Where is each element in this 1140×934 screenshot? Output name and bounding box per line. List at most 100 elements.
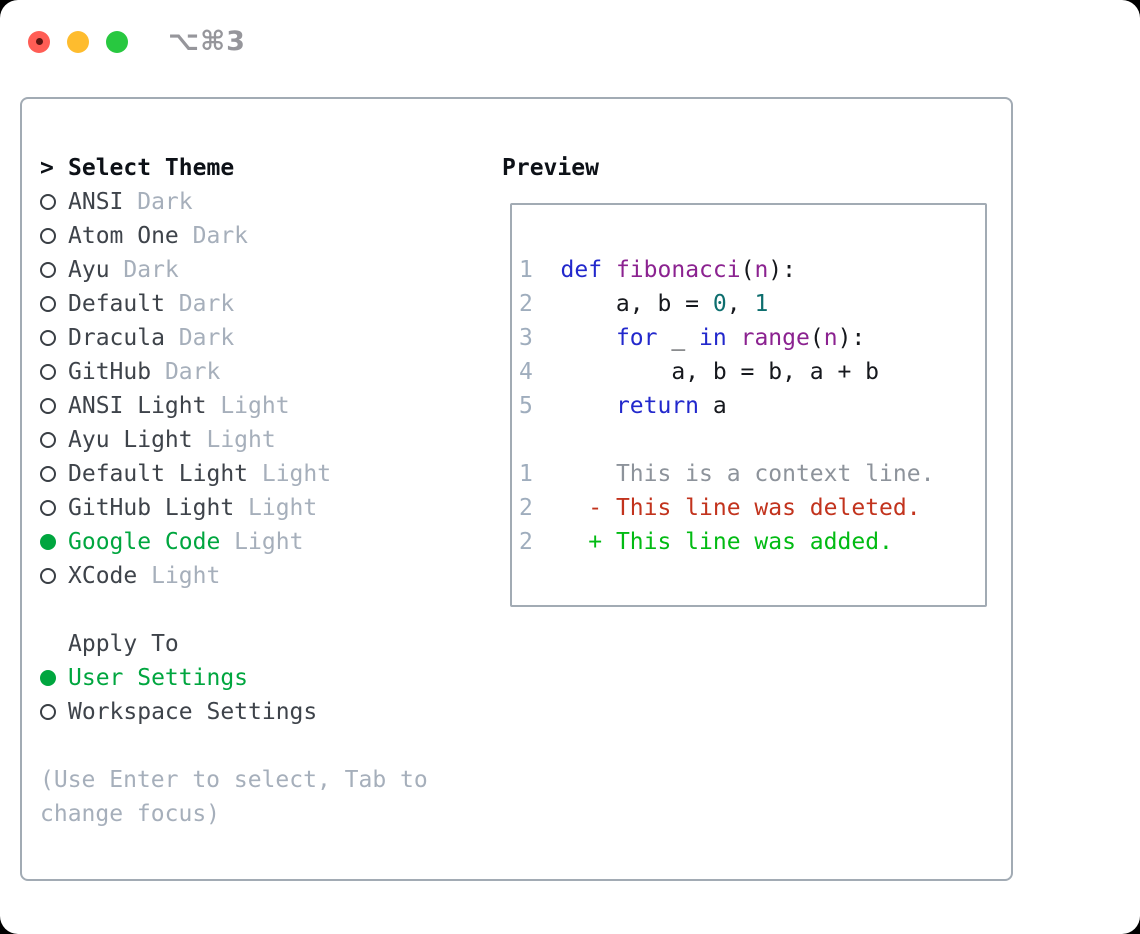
token-ln: 2 <box>519 291 561 317</box>
option-label: User Settings <box>68 665 249 691</box>
token-plain: a, b = b, a + b <box>560 359 880 385</box>
token-add: + This line was added. <box>532 529 893 555</box>
radio-icon <box>40 194 56 210</box>
theme-option-default-light[interactable]: Default Light Light <box>40 457 428 491</box>
token-kw: for <box>615 325 658 351</box>
help-text-line-2: change focus) <box>40 801 221 827</box>
option-label: ANSI <box>68 189 124 215</box>
theme-option-github[interactable]: GitHub Dark <box>40 355 428 389</box>
option-label: Default <box>68 291 165 317</box>
radio-icon <box>40 262 56 278</box>
theme-variant: Light <box>220 529 304 555</box>
theme-option-xcode[interactable]: XCode Light <box>40 559 428 593</box>
token-ln: 2 <box>519 495 533 521</box>
theme-variant: Light <box>206 393 290 419</box>
apply-option-workspace-settings[interactable]: Workspace Settings <box>40 695 428 729</box>
token-del: - This line was deleted. <box>532 495 921 521</box>
option-label: Dracula <box>68 325 165 351</box>
token-kw: in <box>699 325 727 351</box>
token-ln: 1 <box>519 461 533 487</box>
radio-icon <box>40 330 56 346</box>
radio-icon <box>40 704 56 720</box>
theme-variant: Light <box>192 427 276 453</box>
token-plain: ( <box>740 257 755 283</box>
token-ctx: This is a context line. <box>532 461 935 487</box>
token-fn: n <box>823 325 838 351</box>
theme-variant: Dark <box>109 257 179 283</box>
option-label: Ayu <box>68 257 110 283</box>
spacer <box>40 729 428 763</box>
option-label: Default Light <box>68 461 249 487</box>
theme-option-ayu-light[interactable]: Ayu Light Light <box>40 423 428 457</box>
token-num: 1 <box>754 291 769 317</box>
diff-added-line: 2 + This line was added. <box>519 525 985 559</box>
theme-picker-panel: > Select Theme ANSI Dark Atom One Dark Ayu… <box>20 97 1013 881</box>
token-ln: 1 <box>519 257 561 283</box>
zoom-button[interactable] <box>106 30 128 53</box>
radio-icon <box>40 500 56 516</box>
theme-variant: Dark <box>164 325 235 351</box>
theme-option-ansi-light[interactable]: ANSI Light Light <box>40 389 428 423</box>
code-line: 4 a, b = b, a + b <box>519 355 985 389</box>
blank-line <box>519 423 985 457</box>
theme-option-ansi[interactable]: ANSI Dark <box>40 185 428 219</box>
option-label: Google Code <box>68 529 221 555</box>
code-line: 2 a, b = 0, 1 <box>519 287 985 321</box>
token-plain <box>561 325 616 351</box>
theme-variant: Dark <box>123 189 193 215</box>
theme-option-atom-one[interactable]: Atom One Dark <box>40 219 428 253</box>
diff-deleted-line: 2 - This line was deleted. <box>519 491 985 525</box>
theme-variant: Light <box>234 495 318 521</box>
close-icon <box>35 38 43 45</box>
close-button[interactable] <box>28 30 50 53</box>
option-label: XCode <box>68 563 138 589</box>
option-label: Atom One <box>68 223 179 249</box>
token-plain <box>727 325 741 351</box>
token-fn: n <box>754 257 769 283</box>
left-column: > Select Theme ANSI Dark Atom One Dark Ayu… <box>40 151 428 831</box>
theme-variant: Light <box>137 563 221 589</box>
apply-options-list: User Settings Workspace Settings <box>40 661 428 729</box>
option-label: GitHub Light <box>68 495 235 521</box>
theme-variant: Dark <box>178 223 249 249</box>
token-fn: fibonacci <box>615 257 741 283</box>
radio-selected-icon <box>40 534 56 550</box>
code-line: 1 def fibonacci(n): <box>519 253 985 287</box>
token-plain: ): <box>768 257 796 283</box>
theme-variant: Light <box>248 461 332 487</box>
help-text-line-1: (Use Enter to select, Tab to <box>40 767 428 793</box>
token-ln: 2 <box>519 529 533 555</box>
apply-to-header: Apply To <box>40 627 428 661</box>
token-fn: range <box>740 325 810 351</box>
diff-context-line: 1 This is a context line. <box>519 457 985 491</box>
token-ln: 5 <box>519 393 561 419</box>
apply-option-user-settings[interactable]: User Settings <box>40 661 428 695</box>
option-label: Workspace Settings <box>68 699 318 725</box>
theme-option-github-light[interactable]: GitHub Light Light <box>40 491 428 525</box>
apply-to-label: Apply To <box>68 631 179 657</box>
code-line: 5 return a <box>519 389 985 423</box>
token-num: 0 <box>712 291 727 317</box>
token-plain: ( <box>809 325 824 351</box>
radio-icon <box>40 398 56 414</box>
theme-variant: Dark <box>151 359 221 385</box>
title-bar: ⌥⌘3 <box>28 26 246 57</box>
option-label: GitHub <box>68 359 152 385</box>
theme-option-google-code[interactable]: Google Code Light <box>40 525 428 559</box>
minimize-button[interactable] <box>67 30 89 53</box>
theme-option-ayu[interactable]: Ayu Dark <box>40 253 428 287</box>
theme-variant: Dark <box>164 291 235 317</box>
token-ln: 3 <box>519 325 561 351</box>
theme-option-default[interactable]: Default Dark <box>40 287 428 321</box>
radio-icon <box>40 228 56 244</box>
code-line: 3 for _ in range(n): <box>519 321 985 355</box>
token-ln: 4 <box>519 359 561 385</box>
option-label: Ayu Light <box>68 427 193 453</box>
token-kw: return <box>615 393 700 419</box>
spacer <box>40 593 428 627</box>
radio-icon <box>40 432 56 448</box>
preview-title: Preview <box>502 155 599 181</box>
theme-option-dracula[interactable]: Dracula Dark <box>40 321 428 355</box>
radio-icon <box>40 364 56 380</box>
